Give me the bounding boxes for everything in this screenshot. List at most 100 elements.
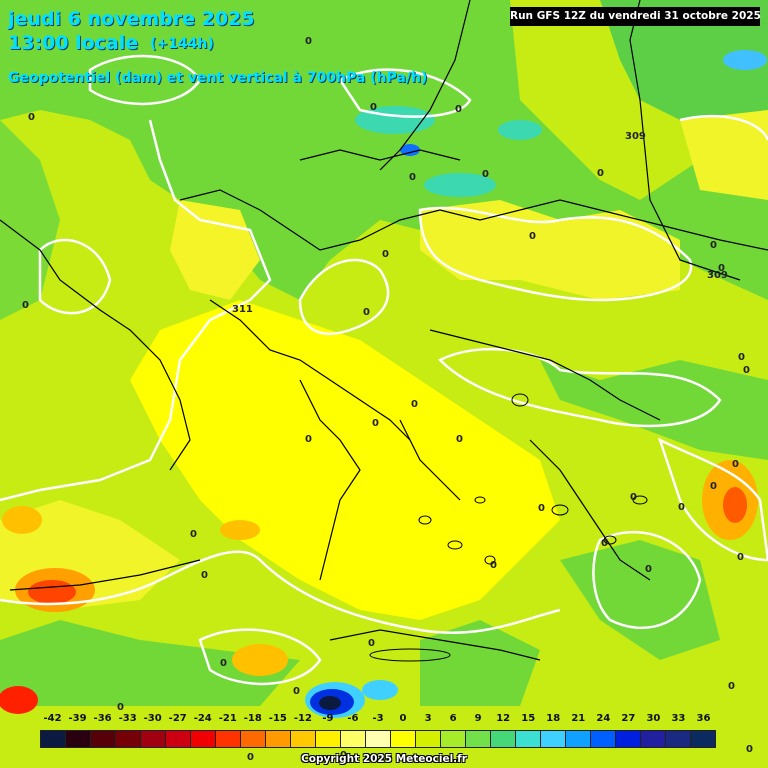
label-zero: 0 xyxy=(529,231,536,242)
legend-swatch xyxy=(316,731,341,747)
legend-tick-label: 3 xyxy=(424,713,432,724)
label-zero: 0 xyxy=(728,681,735,692)
legend-tick-label: 0 xyxy=(399,713,407,724)
legend-swatch xyxy=(216,731,241,747)
label-zero: 0 xyxy=(455,104,462,115)
legend-tick-label: 30 xyxy=(646,713,661,724)
legend-tick-label: -15 xyxy=(268,713,287,724)
legend-color-bar xyxy=(40,730,716,748)
cold-spots xyxy=(305,680,398,718)
legend-swatch xyxy=(91,731,116,747)
legend-tick-label: -42 xyxy=(43,713,62,724)
label-zero: 0 xyxy=(28,112,35,123)
contour-label-311: 311 xyxy=(232,304,253,315)
label-zero: 0 xyxy=(738,352,745,363)
label-zero: 0 xyxy=(411,399,418,410)
legend-tick-label: -36 xyxy=(93,713,112,724)
forecast-date: jeudi 6 novembre 2025 xyxy=(8,8,255,30)
label-zero: 0 xyxy=(372,418,379,429)
label-zero: 0 xyxy=(490,560,497,571)
legend-tick-label: -9 xyxy=(322,713,334,724)
legend-tick-label: 15 xyxy=(521,713,536,724)
forecast-time: 13:00 locale xyxy=(8,32,139,54)
legend-swatch xyxy=(366,731,391,747)
copyright: Copyright 2025 Meteociel.fr xyxy=(301,753,467,765)
coastlines xyxy=(0,0,768,661)
legend-swatch xyxy=(491,731,516,747)
contour-label-309: 309 xyxy=(707,270,728,281)
forecast-lead: (+144h) xyxy=(150,36,214,52)
legend-swatch xyxy=(416,731,441,747)
label-zero: 0 xyxy=(601,538,608,549)
legend-swatch xyxy=(541,731,566,747)
label-zero: 0 xyxy=(305,36,312,47)
label-zero: 0 xyxy=(293,686,300,697)
legend-tick-label: -6 xyxy=(347,713,359,724)
label-zero: 0 xyxy=(382,249,389,260)
legend-tick-label: 33 xyxy=(671,713,686,724)
label-zero: 0 xyxy=(710,481,717,492)
legend-tick-label: -30 xyxy=(143,713,162,724)
legend-swatch xyxy=(141,731,166,747)
label-zero: 0 xyxy=(368,638,375,649)
legend-swatch xyxy=(266,731,291,747)
legend-swatch xyxy=(191,731,216,747)
legend-swatch xyxy=(666,731,691,747)
legend-tick-label: -24 xyxy=(193,713,212,724)
legend-swatch xyxy=(41,731,66,747)
contour-labels: 309 309 311 xyxy=(232,131,728,315)
legend-swatch xyxy=(341,731,366,747)
legend-swatch xyxy=(291,731,316,747)
label-zero: 0 xyxy=(247,752,254,763)
label-zero: 0 xyxy=(482,169,489,180)
run-badge: Run GFS 12Z du vendredi 31 octobre 2025 xyxy=(510,7,761,26)
label-zero: 0 xyxy=(710,240,717,251)
label-zero: 0 xyxy=(743,365,750,376)
legend-tick-label: 36 xyxy=(696,713,711,724)
legend-tick-label: 24 xyxy=(596,713,611,724)
legend-swatch xyxy=(566,731,591,747)
legend-swatch xyxy=(66,731,91,747)
legend-swatch xyxy=(466,731,491,747)
legend-swatch xyxy=(616,731,641,747)
yellow-zones xyxy=(0,110,768,620)
legend-tick-label: 27 xyxy=(621,713,636,724)
contour-label-309: 309 xyxy=(625,131,646,142)
label-zero: 0 xyxy=(456,434,463,445)
label-zero: 0 xyxy=(305,434,312,445)
label-zero: 0 xyxy=(363,307,370,318)
legend-swatch xyxy=(116,731,141,747)
label-zero: 0 xyxy=(737,552,744,563)
legend-tick-label: -12 xyxy=(293,713,312,724)
legend-swatch xyxy=(591,731,616,747)
legend-tick-label: -18 xyxy=(243,713,262,724)
zero-contours xyxy=(0,54,768,686)
label-zero: 0 xyxy=(746,744,753,755)
label-zero: 0 xyxy=(409,172,416,183)
legend-tick-label: 9 xyxy=(474,713,482,724)
parameter-name: Geopotentiel (dam) et vent vertical à 70… xyxy=(8,70,428,86)
label-zero: 0 xyxy=(117,702,124,713)
label-zero: 0 xyxy=(22,300,29,311)
label-zero: 0 xyxy=(538,503,545,514)
legend-swatch xyxy=(166,731,191,747)
label-zero: 0 xyxy=(645,564,652,575)
label-zero: 0 xyxy=(630,492,637,503)
legend-tick-label: 12 xyxy=(496,713,511,724)
legend-tick-label: -39 xyxy=(68,713,87,724)
legend-swatch xyxy=(241,731,266,747)
islands xyxy=(369,393,648,662)
legend-swatch xyxy=(641,731,666,747)
legend-swatch xyxy=(691,731,715,747)
label-zero: 0 xyxy=(220,658,227,669)
label-zero: 0 xyxy=(340,750,347,761)
label-zero: 0 xyxy=(718,263,725,274)
label-zero: 0 xyxy=(201,570,208,581)
legend-tick-label: -21 xyxy=(218,713,237,724)
legend-tick-label: -27 xyxy=(168,713,187,724)
label-zero: 0 xyxy=(732,459,739,470)
legend-tick-label: 18 xyxy=(546,713,561,724)
label-zero: 0 xyxy=(597,168,604,179)
legend-swatch xyxy=(441,731,466,747)
